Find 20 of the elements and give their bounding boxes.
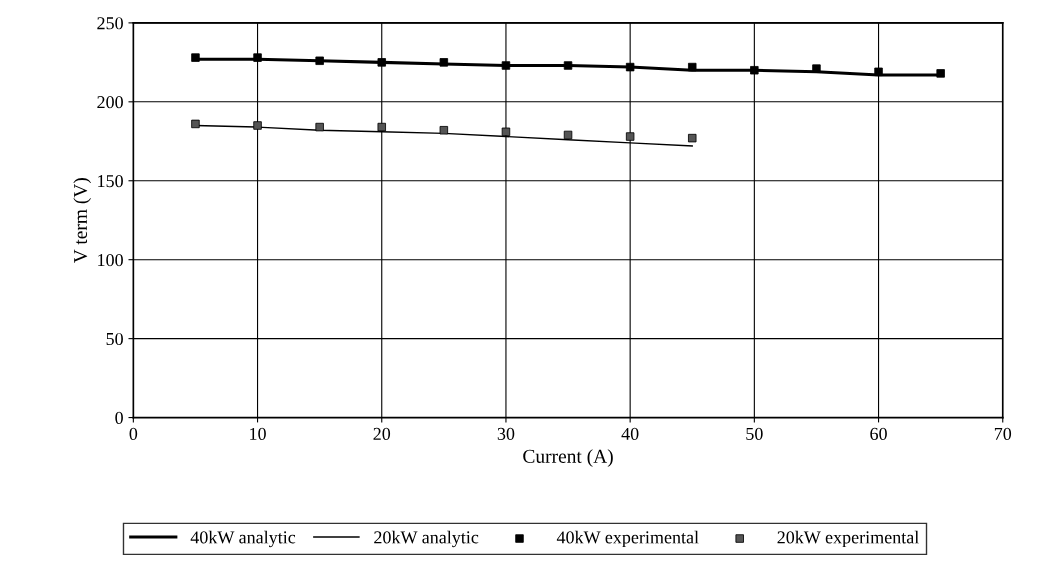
y-tick-label: 50 — [106, 332, 123, 346]
x-tick-label: 30 — [497, 427, 515, 440]
x-tick-label: 0 — [129, 427, 138, 440]
x-tick-label: 10 — [250, 427, 266, 440]
y-axis-title: V term (V) — [73, 178, 91, 264]
legend-label: 40kW experimental — [556, 530, 699, 548]
y-tick-label: 200 — [97, 96, 123, 109]
x-tick-label: 40 — [621, 427, 639, 440]
x-tick-label: 20 — [373, 427, 391, 440]
x-tick-label: 70 — [994, 427, 1012, 440]
legend-label: 20kW experimental — [777, 530, 919, 548]
x-axis-title: Current (A) — [523, 449, 613, 467]
y-tick-label: 150 — [98, 175, 123, 188]
y-tick-label: 250 — [97, 17, 123, 30]
x-tick-label: 60 — [870, 427, 887, 440]
y-tick-label: 0 — [115, 411, 123, 424]
y-tick-label: 100 — [98, 253, 123, 267]
legend-label: 20kW analytic — [374, 530, 479, 548]
x-tick-label: 50 — [746, 427, 763, 440]
legend-label: 40kW analytic — [190, 530, 296, 548]
